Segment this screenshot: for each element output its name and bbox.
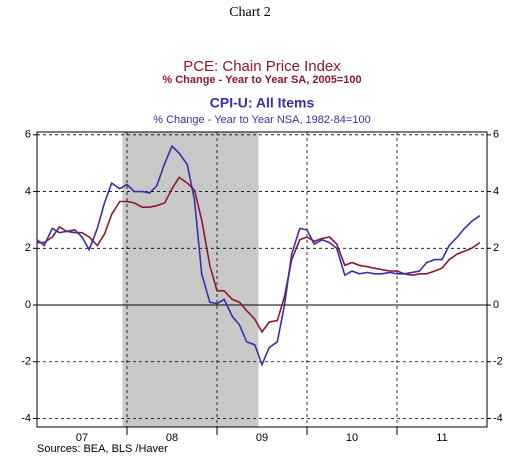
y2-tick-label: 0: [493, 299, 499, 311]
subtitle: PCE: Chain Price Index: [183, 58, 341, 75]
subtitle: CPI-U: All Items: [210, 95, 315, 111]
y-tick-label: 4: [25, 185, 31, 197]
x-tick-label: 07: [76, 432, 88, 444]
plot-frame: [36, 131, 488, 428]
series-line: [36, 144, 481, 367]
y2-tick-label: -2: [493, 356, 503, 368]
subtitle: % Change - Year to Year SA, 2005=100: [162, 74, 361, 86]
x-tick-label: 10: [346, 432, 358, 444]
y-tick-label: 6: [25, 129, 31, 141]
source: Sources: BEA, BLS /Haver: [37, 443, 168, 455]
chart-title: Chart 2: [229, 5, 271, 20]
x-tick-label: 11: [436, 432, 447, 444]
y-tick-label: -2: [21, 356, 31, 368]
x-tick-label: 08: [166, 432, 178, 444]
y-tick-label: 0: [25, 299, 31, 311]
y2-tick-label: -4: [493, 412, 503, 424]
y2-tick-label: 6: [493, 129, 499, 141]
subtitle: % Change - Year to Year NSA, 1982-84=100: [153, 114, 370, 126]
y2-tick-label: 4: [493, 185, 499, 197]
y2-tick-label: 2: [493, 242, 499, 254]
y-tick-label: -4: [21, 412, 31, 424]
x-tick-label: 09: [256, 432, 268, 444]
y-tick-label: 2: [25, 242, 31, 254]
